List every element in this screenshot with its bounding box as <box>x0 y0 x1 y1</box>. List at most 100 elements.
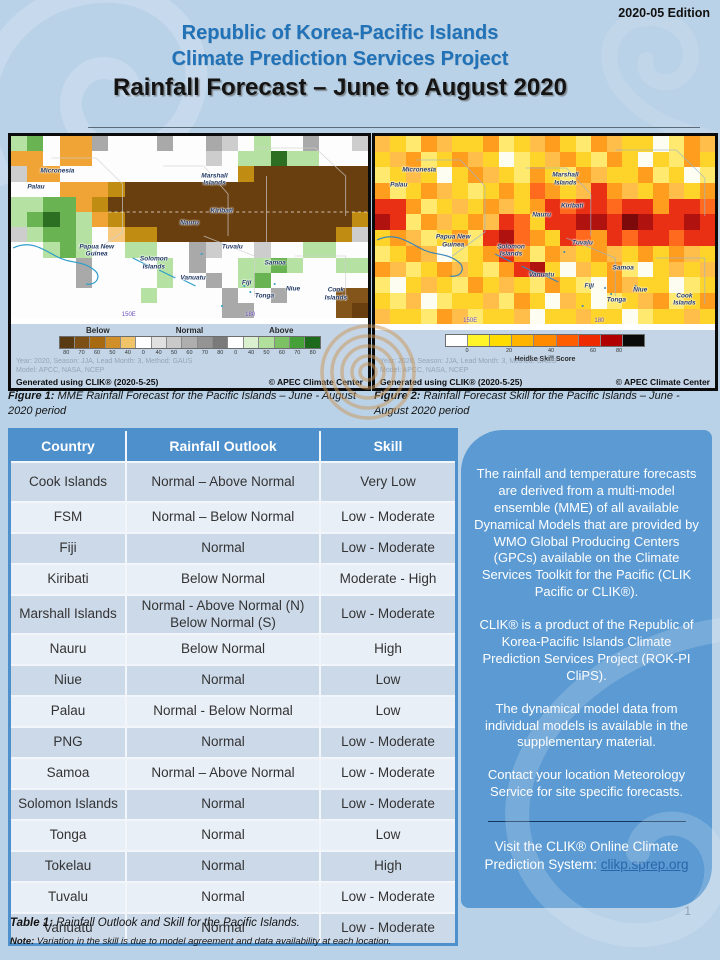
map-cell <box>591 230 607 246</box>
map-cell <box>699 292 715 309</box>
legend-tick: 40 <box>248 350 255 356</box>
cell-outlook: Normal <box>125 883 319 912</box>
map-cell <box>653 245 669 262</box>
map-cell <box>221 227 239 243</box>
map-cell <box>254 151 271 167</box>
cell-outlook: Normal <box>125 914 319 943</box>
map-cell <box>75 303 93 318</box>
map-cell <box>375 308 391 324</box>
map-place-label: Niue <box>285 285 301 293</box>
map-cell <box>606 198 623 215</box>
map-cell <box>560 308 576 324</box>
map-cell <box>483 292 499 309</box>
map-cell <box>286 166 304 182</box>
map-cell <box>140 303 158 318</box>
map-cell <box>140 287 158 304</box>
map-longitude-label: 150E <box>463 318 478 324</box>
map-cell <box>205 287 222 304</box>
map-cell <box>668 214 685 231</box>
map-cell <box>254 242 271 258</box>
map-cell <box>498 183 515 199</box>
map-cell <box>351 166 368 182</box>
tercile-legend: Below Normal Above 80 70 60 50 40 0 40 50 60 70 80… <box>58 326 321 356</box>
map-cell <box>483 277 499 293</box>
map-cell <box>108 303 125 318</box>
legend-color-ramp <box>58 336 321 349</box>
map-cell <box>591 277 607 293</box>
legend-swatch <box>468 335 491 346</box>
clik-system-link[interactable]: clikp.sprep.org <box>600 856 689 872</box>
table-caption: Table 1: Rainfall Outlook and Skill for … <box>10 917 300 929</box>
cell-outlook: Below Normal <box>125 635 319 664</box>
legend-swatch <box>59 337 75 348</box>
map-cell <box>452 308 468 324</box>
map-cell <box>303 211 320 228</box>
map-cell <box>92 211 109 228</box>
map-cell <box>684 167 700 184</box>
map-cell <box>238 257 255 273</box>
map-cell <box>221 166 239 182</box>
map-place-label: Cook Islands <box>673 292 696 307</box>
map-cell <box>637 214 654 231</box>
map-cell <box>529 183 545 199</box>
map-cell <box>436 292 453 309</box>
map-cell <box>668 183 685 199</box>
map-cell <box>221 136 239 152</box>
map-cell <box>606 245 623 262</box>
map-cell <box>43 196 60 212</box>
map-cell <box>375 167 391 184</box>
map-cell <box>286 136 304 152</box>
map-cell <box>591 214 607 231</box>
map-cell <box>668 198 685 215</box>
map-cell <box>622 151 638 168</box>
map-cell <box>303 166 320 182</box>
map-cell <box>668 245 685 262</box>
figure1-caption: Figure 1: MME Rainfall Forecast for the … <box>8 389 358 420</box>
map-cell <box>575 214 592 231</box>
table-row: Tuvalu Normal Low - Moderate <box>11 881 455 912</box>
cell-outlook: Normal - Above Normal (N) Below Normal (… <box>125 596 319 633</box>
map-cell <box>467 151 484 168</box>
map-place-label: Papua New Guinea <box>79 243 115 258</box>
map-cell <box>351 272 368 288</box>
map-metadata: Year: 2020, Season: JJA, Lead Month: 3, … <box>16 357 192 375</box>
map-cell <box>405 183 422 199</box>
map-cell <box>699 230 715 246</box>
map-cell <box>560 230 576 246</box>
map-cell <box>189 303 206 318</box>
info-paragraph: The dynamical model data from individual… <box>484 700 689 750</box>
map-cell <box>498 136 515 152</box>
legend-swatch <box>259 337 275 348</box>
map-cell <box>319 227 336 243</box>
map-cell <box>270 181 287 197</box>
map-cell <box>483 230 499 246</box>
map-cell <box>498 167 515 184</box>
map-cell <box>238 211 255 228</box>
legend-tick: 80 <box>217 350 224 356</box>
map-cell <box>335 227 352 243</box>
map-cell <box>390 183 406 199</box>
generated-with-label: Generated using CLIK® (2020-5-25) <box>16 377 159 387</box>
map-cell <box>157 287 174 304</box>
map-cell <box>699 198 715 215</box>
map-cell <box>43 272 60 288</box>
map-cell <box>270 242 287 258</box>
map-cell <box>405 151 422 168</box>
map-cell <box>390 167 406 184</box>
map-cell <box>351 211 368 228</box>
map-cell <box>140 242 158 258</box>
figure2-caption-label: Figure 2: <box>374 390 421 402</box>
cell-outlook: Normal <box>125 534 319 563</box>
map-cell <box>529 245 545 262</box>
map-cell <box>467 136 484 152</box>
map-cell <box>92 242 109 258</box>
info-box-divider <box>487 821 686 823</box>
map-cell <box>544 230 561 246</box>
cell-outlook: Normal <box>125 852 319 881</box>
map-cell <box>421 261 437 278</box>
cell-outlook: Normal <box>125 790 319 819</box>
map-canvas: Micronesia Palau Marshall Islands Kiribati N… <box>375 136 715 324</box>
map-cell <box>653 167 669 184</box>
figure2-caption-text: Rainfall Forecast Skill for the Pacific … <box>374 390 680 418</box>
